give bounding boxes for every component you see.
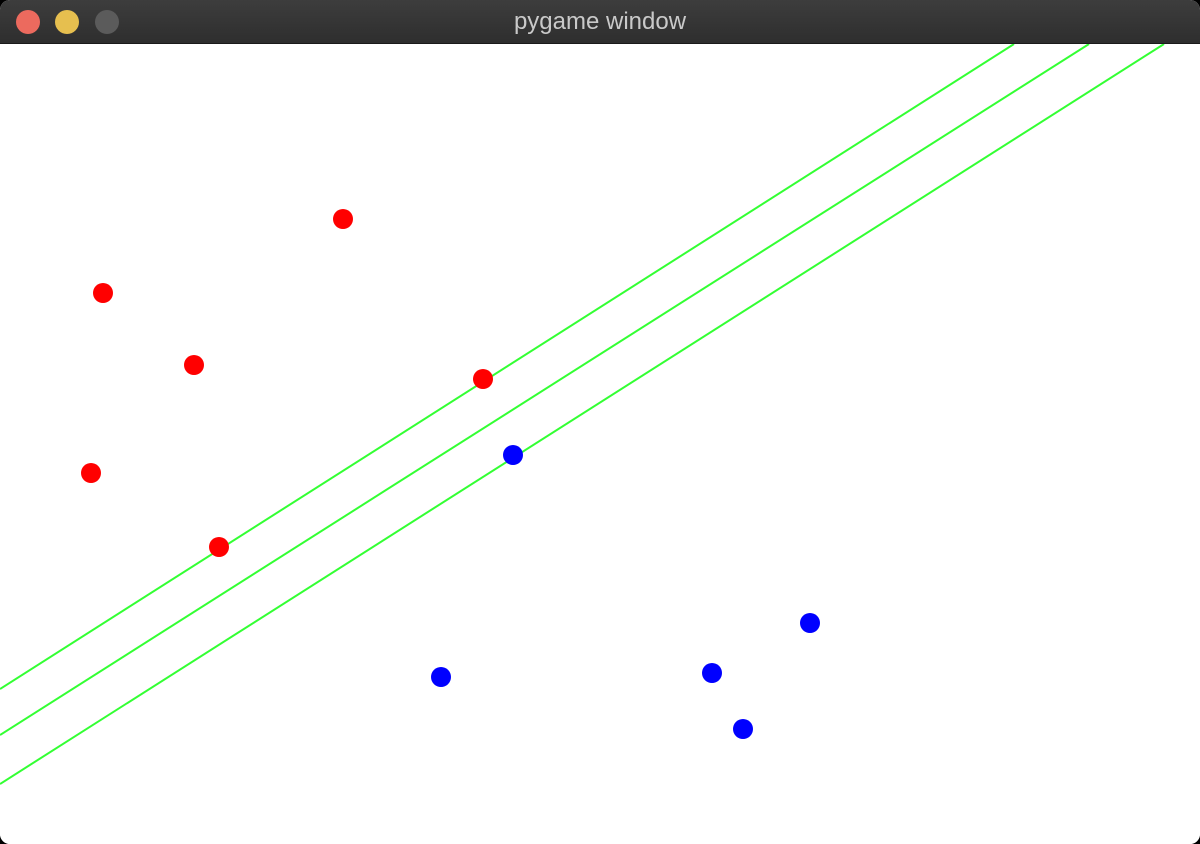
red-point	[333, 209, 353, 229]
blue-point	[733, 719, 753, 739]
red-point	[81, 463, 101, 483]
minimize-button[interactable]	[55, 10, 79, 34]
red-point	[473, 369, 493, 389]
red-point	[184, 355, 204, 375]
zoom-button[interactable]	[95, 10, 119, 34]
svm-scene	[0, 44, 1165, 785]
decision-boundary-line	[0, 44, 1090, 736]
pygame-canvas[interactable]	[0, 44, 1200, 844]
close-button[interactable]	[16, 10, 40, 34]
blue-point	[503, 445, 523, 465]
margin-lower-line	[0, 44, 1165, 785]
title-bar[interactable]: pygame window	[0, 0, 1200, 44]
margin-upper-line	[0, 44, 1015, 690]
blue-point	[800, 613, 820, 633]
blue-point	[431, 667, 451, 687]
red-point	[209, 537, 229, 557]
window-title: pygame window	[513, 8, 687, 35]
red-point	[93, 283, 113, 303]
blue-point	[702, 663, 722, 683]
